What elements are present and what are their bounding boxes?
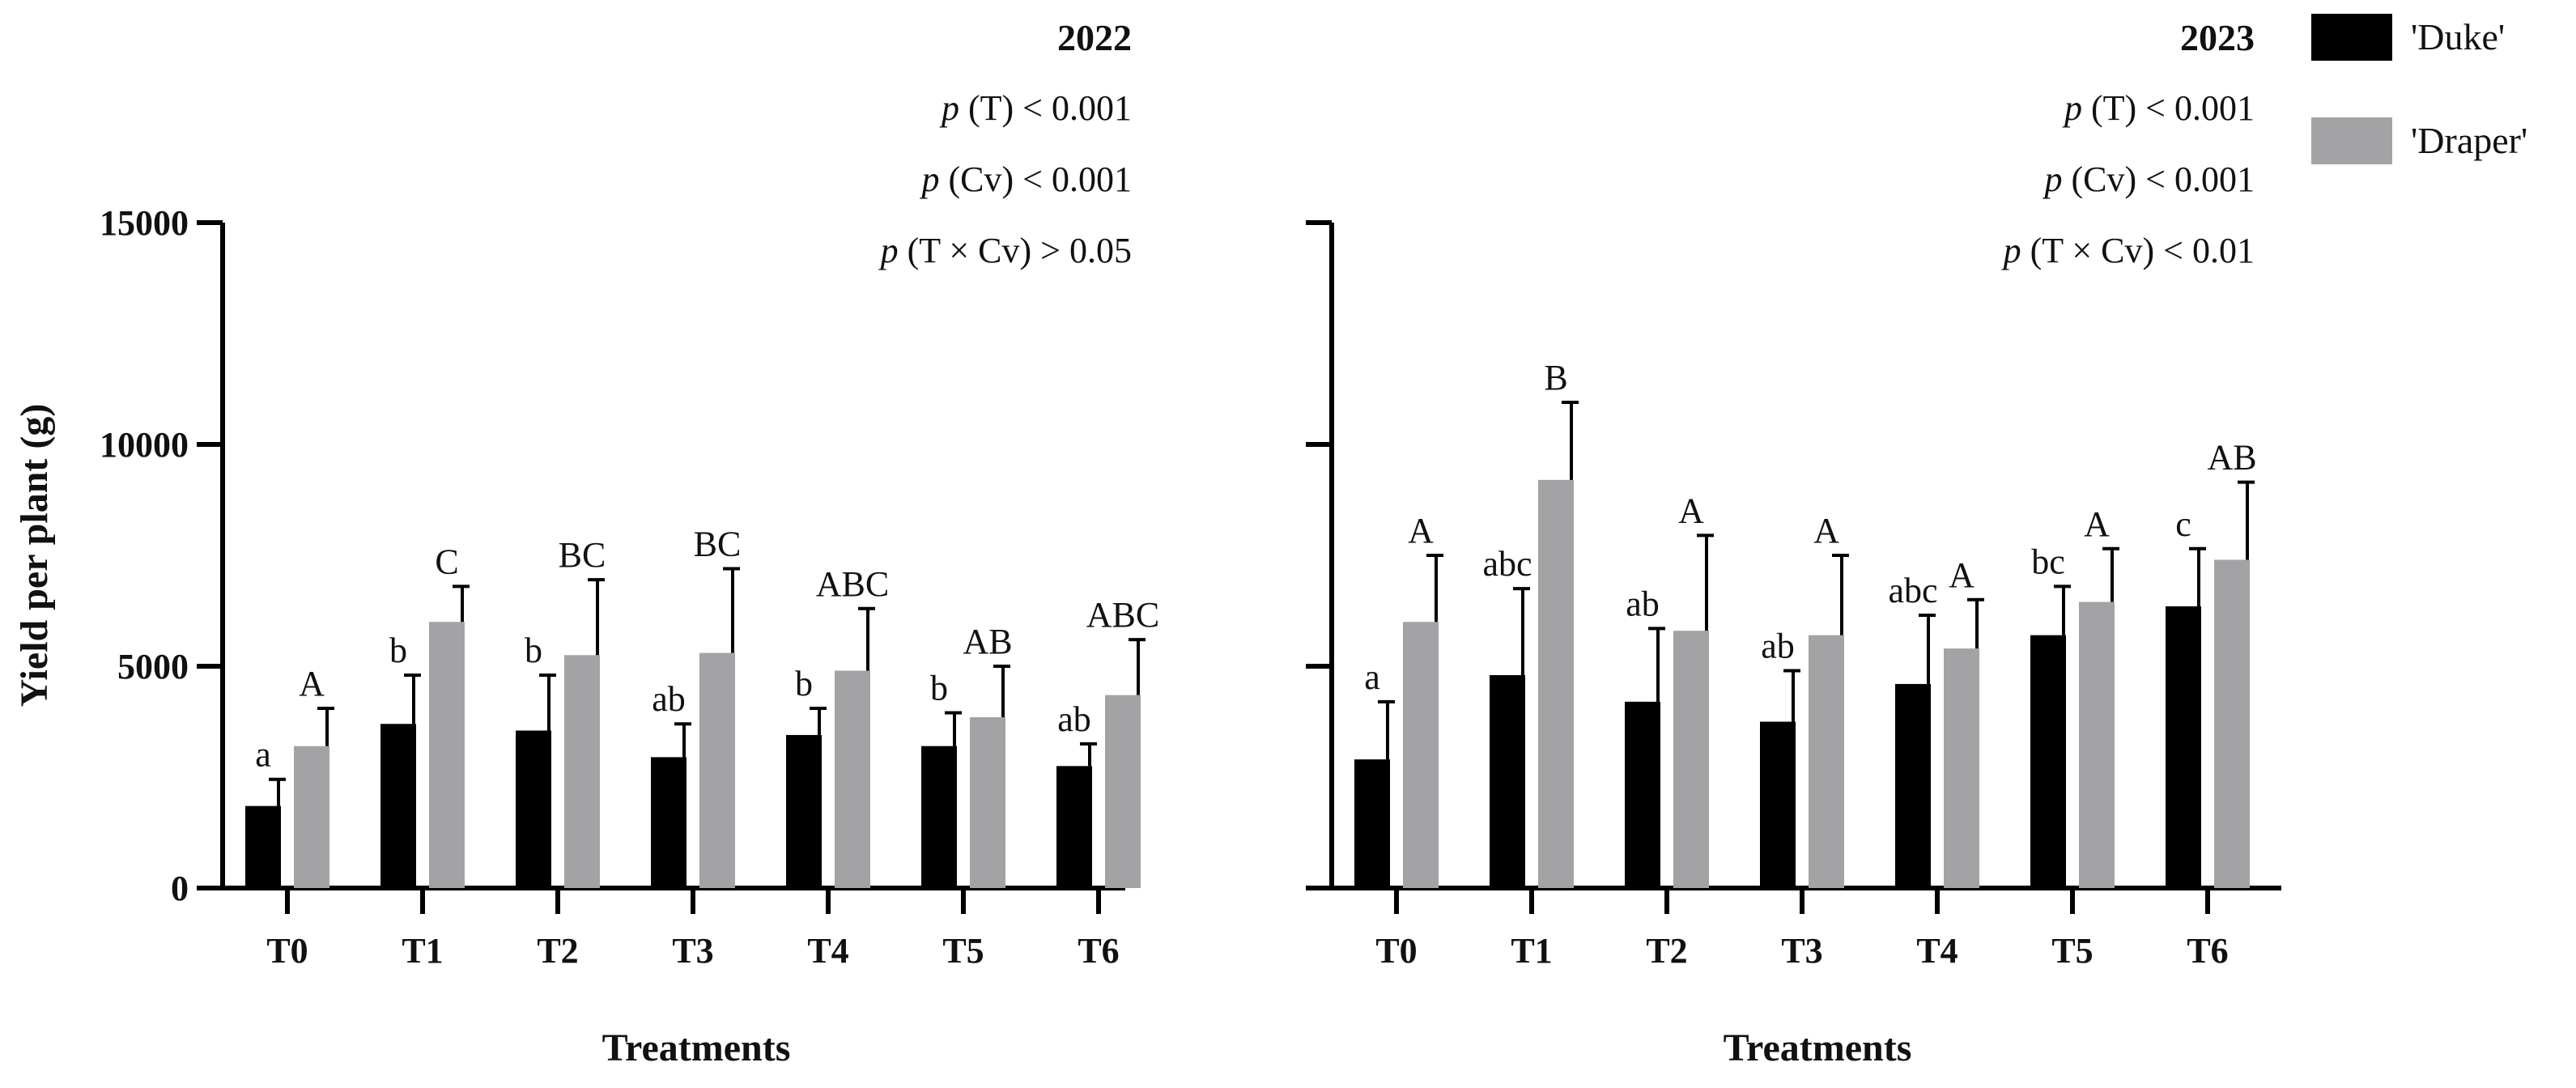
- bar-duke-T6: [1056, 766, 1092, 888]
- bar-draper-T6: [2214, 559, 2250, 888]
- bar-duke-T5: [2030, 635, 2066, 888]
- stat-text-0: p (T) < 0.001: [2062, 88, 2255, 128]
- bar-duke-T1: [380, 724, 416, 888]
- significance-letter: A: [2084, 504, 2110, 544]
- legend-label-0: 'Duke': [2411, 16, 2505, 57]
- x-tick-label-T6: T6: [2187, 931, 2228, 971]
- panel-title-2022: 2022: [1057, 17, 1132, 58]
- y-axis-title: Yield per plant (g): [13, 404, 56, 708]
- stat-text-1: p (Cv) < 0.001: [2043, 159, 2255, 199]
- significance-letter: BC: [559, 535, 606, 575]
- panel-title-2023: 2023: [2180, 17, 2255, 58]
- x-tick-label-T0: T0: [266, 931, 308, 971]
- significance-letter: a: [255, 735, 271, 775]
- bar-draper-T2: [564, 655, 600, 888]
- legend-label-1: 'Draper': [2411, 120, 2527, 161]
- stat-text-0: p (T) < 0.001: [939, 88, 1132, 128]
- significance-letter: bc: [2031, 542, 2065, 581]
- significance-letter: A: [1813, 511, 1839, 550]
- y-tick-label: 5000: [117, 647, 189, 686]
- bar-duke-T6: [2166, 606, 2201, 888]
- significance-letter: A: [1949, 555, 1975, 595]
- significance-letter: A: [299, 664, 325, 703]
- x-tick-label-T2: T2: [537, 931, 578, 971]
- significance-letter: AB: [963, 622, 1012, 661]
- bar-duke-T5: [921, 746, 957, 888]
- bar-draper-T4: [835, 670, 870, 888]
- significance-letter: B: [1544, 358, 1567, 397]
- significance-letter: abc: [1482, 544, 1532, 584]
- x-tick-label-T6: T6: [1078, 931, 1119, 971]
- significance-letter: BC: [694, 524, 742, 563]
- significance-letter: ab: [1761, 626, 1795, 665]
- x-tick-label-T4: T4: [1916, 931, 1958, 971]
- legend-swatch-1: [2311, 117, 2392, 164]
- x-axis-title: Treatments: [1724, 1026, 1912, 1069]
- x-tick-label-T1: T1: [1511, 931, 1552, 971]
- significance-letter: b: [525, 631, 542, 670]
- bar-draper-T3: [1809, 635, 1844, 888]
- significance-letter: ABC: [1086, 595, 1159, 635]
- significance-letter: A: [1408, 511, 1434, 550]
- x-axis-title: Treatments: [602, 1026, 791, 1069]
- significance-letter: ABC: [816, 564, 889, 604]
- bar-draper-T1: [429, 622, 465, 888]
- x-tick-label-T1: T1: [402, 931, 443, 971]
- significance-letter: b: [930, 669, 948, 708]
- significance-letter: a: [1364, 657, 1380, 697]
- x-tick-label-T2: T2: [1646, 931, 1687, 971]
- significance-letter: abc: [1888, 571, 1937, 610]
- significance-letter: AB: [2207, 438, 2256, 478]
- bar-duke-T3: [651, 757, 687, 888]
- y-tick-label: 15000: [100, 203, 189, 243]
- significance-letter: C: [435, 542, 458, 581]
- bar-draper-T0: [1403, 622, 1439, 888]
- bar-draper-T3: [699, 652, 735, 888]
- bar-draper-T5: [2079, 601, 2115, 888]
- x-tick-label-T0: T0: [1375, 931, 1417, 971]
- bar-duke-T4: [1895, 683, 1931, 888]
- x-tick-label-T4: T4: [807, 931, 848, 971]
- bar-draper-T0: [294, 746, 329, 888]
- stat-text-2: p (T × Cv) < 0.01: [2001, 231, 2255, 270]
- bar-duke-T3: [1760, 721, 1796, 888]
- bar-draper-T6: [1105, 695, 1141, 888]
- legend-swatch-0: [2311, 14, 2392, 61]
- significance-letter: c: [2175, 504, 2191, 544]
- bar-draper-T1: [1538, 479, 1574, 888]
- bar-draper-T4: [1944, 648, 1979, 888]
- significance-letter: ab: [1057, 699, 1091, 739]
- stat-text-1: p (Cv) < 0.001: [920, 159, 1132, 199]
- bar-duke-T2: [516, 730, 551, 888]
- x-tick-label-T3: T3: [1781, 931, 1822, 971]
- stat-text-2: p (T × Cv) > 0.05: [878, 231, 1132, 270]
- x-tick-label-T5: T5: [942, 931, 984, 971]
- bar-draper-T2: [1673, 631, 1709, 888]
- significance-letter: ab: [652, 679, 686, 719]
- bar-duke-T1: [1490, 674, 1525, 888]
- bar-duke-T0: [245, 805, 281, 888]
- y-tick-label: 10000: [100, 425, 189, 465]
- x-tick-label-T5: T5: [2051, 931, 2093, 971]
- bar-duke-T4: [786, 734, 822, 888]
- bar-duke-T0: [1354, 759, 1390, 888]
- significance-letter: ab: [1626, 584, 1660, 623]
- significance-letter: b: [389, 631, 407, 670]
- y-tick-label: 0: [171, 869, 189, 908]
- significance-letter: b: [795, 664, 813, 703]
- bar-duke-T2: [1625, 701, 1660, 888]
- significance-letter: A: [1678, 491, 1704, 530]
- bar-draper-T5: [970, 717, 1005, 888]
- x-tick-label-T3: T3: [672, 931, 713, 971]
